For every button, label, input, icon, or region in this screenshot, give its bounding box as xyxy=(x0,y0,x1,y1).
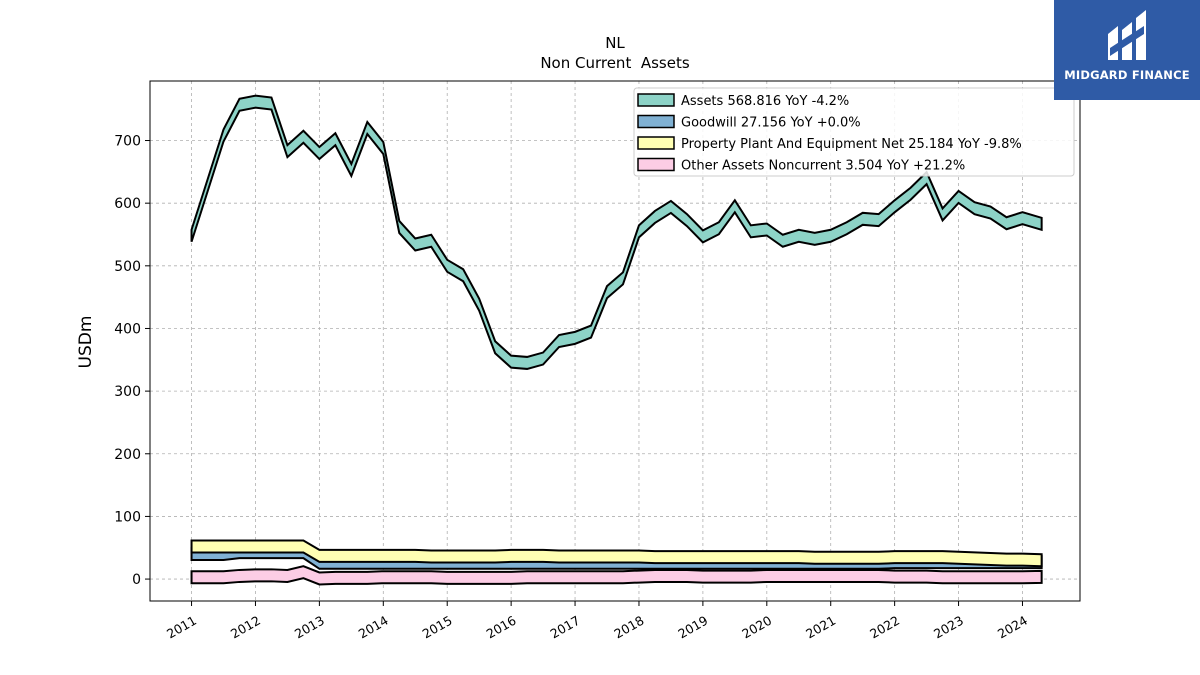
x-tick-label: 2014 xyxy=(356,613,391,642)
series-layer xyxy=(190,94,1043,586)
y-tick-label: 100 xyxy=(114,509,141,525)
midgard-logo-icon xyxy=(1108,10,1146,60)
legend-entry: Assets 568.816 YoY -4.2% xyxy=(681,94,849,109)
y-axis: 0 100 200 300 400 500 600 700 xyxy=(114,134,150,588)
x-tick-label: 2018 xyxy=(611,613,646,642)
y-tick-label: 700 xyxy=(114,134,141,150)
series-band-property-plant-and-equipment-net xyxy=(190,539,1043,568)
x-tick-label: 2013 xyxy=(292,613,327,642)
series-band-other-assets-noncurrent xyxy=(190,565,1043,586)
legend-swatch xyxy=(637,157,675,172)
y-tick-label: 200 xyxy=(114,447,141,463)
x-tick-label: 2024 xyxy=(995,613,1030,642)
x-tick-label: 2021 xyxy=(803,613,838,642)
x-tick-label: 2011 xyxy=(164,613,199,642)
x-tick-label: 2015 xyxy=(420,613,455,642)
legend-entry: Property Plant And Equipment Net 25.184 … xyxy=(681,137,1022,152)
chart-subtitle: Non Current Assets xyxy=(540,54,690,72)
y-tick-label: 600 xyxy=(114,196,141,212)
y-tick-label: 400 xyxy=(114,321,141,337)
legend-box xyxy=(633,87,1075,177)
x-tick-label: 2017 xyxy=(548,613,583,642)
chart-title: NL xyxy=(605,34,625,52)
legend: Assets 568.816 YoY -4.2% Goodwill 27.156 … xyxy=(633,87,1075,177)
x-tick-label: 2016 xyxy=(484,613,519,642)
x-tick-label: 2022 xyxy=(867,613,902,642)
legend-entry: Goodwill 27.156 YoY +0.0% xyxy=(681,116,861,131)
plot-frame xyxy=(149,80,1081,602)
x-tick-label: 2020 xyxy=(739,613,774,642)
brand-name: MIDGARD FINANCE xyxy=(1064,68,1190,82)
x-tick-label: 2012 xyxy=(228,613,263,642)
brand-logo: MIDGARD FINANCE xyxy=(1054,0,1200,100)
y-tick-label: 300 xyxy=(114,384,141,400)
x-tick-label: 2019 xyxy=(675,613,710,642)
x-axis: 2011 2012 2013 2014 2015 2016 2017 2018 2019 2020… xyxy=(164,601,1030,642)
legend-swatch xyxy=(637,93,675,107)
legend-swatch xyxy=(637,136,675,150)
y-tick-label: 500 xyxy=(114,259,141,275)
x-tick-label: 2023 xyxy=(931,613,966,642)
legend-entry: Other Assets Noncurrent 3.504 YoY +21.2% xyxy=(681,159,965,174)
y-tick-label: 0 xyxy=(132,572,141,588)
legend-swatch xyxy=(637,114,675,129)
series-band-assets xyxy=(190,94,1043,370)
y-axis-label: USDm xyxy=(76,316,96,369)
